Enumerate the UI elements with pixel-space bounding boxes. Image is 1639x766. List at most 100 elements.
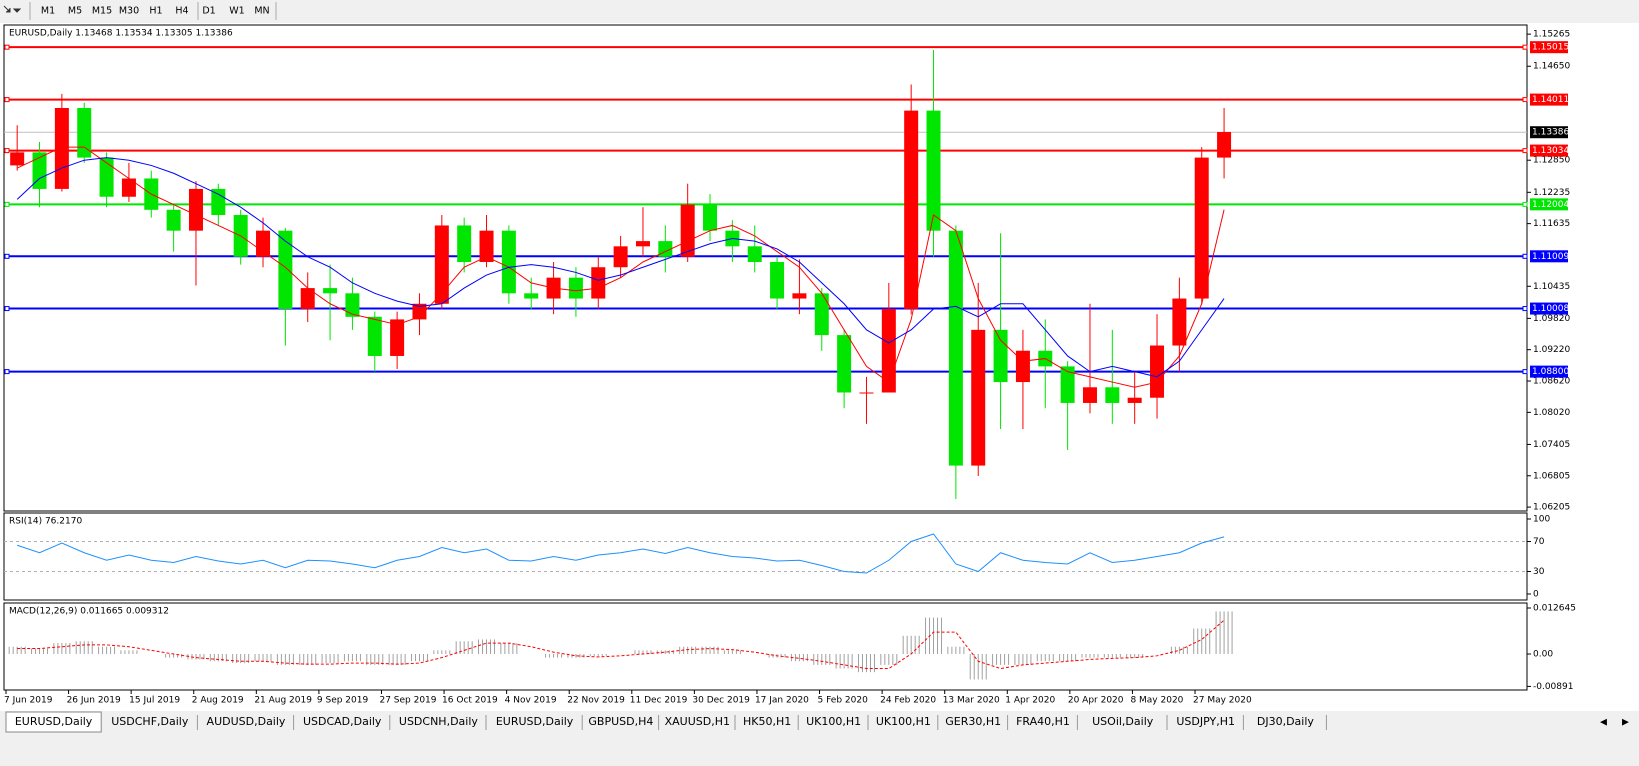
timeframe-bar: M1 M5 M15 M30 H1 H4 D1 W1 MN	[3, 2, 277, 20]
tab-background	[5, 711, 102, 733]
chart-tab[interactable]: HK50,H1	[736, 714, 799, 731]
tab-label[interactable]: HK50,H1	[743, 715, 791, 728]
chart-tab[interactable]: USDJPY,H1	[1168, 714, 1244, 731]
candle-body	[680, 204, 695, 257]
tab-background	[1168, 714, 1244, 731]
level-handle	[4, 306, 10, 312]
tab-label[interactable]: USDCNH,Daily	[399, 715, 479, 728]
macd-signal	[17, 619, 1225, 670]
x-tick-label: 4 Nov 2019	[505, 696, 557, 706]
rsi-line	[17, 533, 1225, 574]
y-tick-label: 30	[1533, 567, 1545, 577]
timeframe-button[interactable]: M30	[119, 6, 139, 17]
tab-background	[102, 714, 198, 731]
tab-background	[736, 714, 799, 731]
candle-body	[412, 303, 427, 320]
candle-body	[770, 261, 785, 299]
candle	[1217, 108, 1232, 179]
tab-label[interactable]: USDCAD,Daily	[303, 715, 382, 728]
chart-tab[interactable]: DJ30,Daily	[1244, 714, 1327, 731]
chart-tab[interactable]: USDCAD,Daily	[294, 714, 391, 731]
candle	[703, 194, 718, 242]
tab-label[interactable]: USOil,Daily	[1092, 715, 1154, 728]
chart-tab[interactable]: UK100,H1	[799, 714, 869, 731]
candle	[278, 228, 293, 346]
candle	[591, 256, 606, 309]
y-tick-label: 1.06805	[1533, 471, 1570, 481]
timeframe-button[interactable]: W1	[229, 6, 244, 17]
tab-label[interactable]: AUDUSD,Daily	[207, 715, 286, 728]
candle-body	[1172, 298, 1187, 346]
cursor-icon[interactable]	[3, 5, 22, 13]
chart-tab[interactable]: XAUUSD,H1	[659, 714, 736, 731]
tab-label[interactable]: USDCHF,Daily	[111, 715, 189, 728]
candle-body	[501, 230, 516, 294]
chart-tab[interactable]: USOil,Daily	[1078, 714, 1168, 731]
timeframe-button[interactable]: H4	[175, 6, 188, 17]
candle-body	[457, 225, 472, 262]
chart-tab[interactable]: UK100,H1	[869, 714, 939, 731]
tab-label[interactable]: EURUSD,Daily	[496, 715, 574, 728]
candle-body	[1015, 350, 1030, 383]
timeframe-button[interactable]: H1	[149, 6, 162, 17]
candle-body	[1082, 387, 1097, 403]
x-tick-label: 16 Oct 2019	[442, 696, 498, 706]
candle	[747, 225, 762, 273]
chart-tab[interactable]: GBPUSD,H4	[583, 714, 660, 731]
tab-label[interactable]: XAUUSD,H1	[665, 715, 730, 728]
candle-body	[323, 288, 338, 294]
candle-body	[904, 110, 919, 309]
candle-body	[479, 230, 494, 262]
tab-label[interactable]: EURUSD,Daily	[15, 715, 93, 728]
level-handle	[1522, 253, 1528, 259]
x-tick-label: 30 Dec 2019	[692, 696, 750, 706]
tab-label[interactable]: USDJPY,H1	[1176, 715, 1235, 728]
candle	[166, 204, 181, 252]
y-tick-label: 0	[1533, 590, 1539, 600]
candle	[323, 264, 338, 341]
candle-body	[54, 108, 69, 189]
timeframe-button[interactable]: M5	[68, 6, 82, 17]
x-tick-label: 27 May 2020	[1193, 696, 1252, 706]
candle-body	[99, 157, 114, 197]
candle	[412, 293, 427, 336]
tab-background	[1008, 714, 1078, 731]
tab-label[interactable]: UK100,H1	[806, 715, 861, 728]
chart-tab[interactable]: USDCHF,Daily	[102, 714, 198, 731]
candle	[837, 329, 852, 409]
level-handle	[1522, 369, 1528, 375]
chart-tab[interactable]: EURUSD,Daily	[5, 711, 102, 733]
tab-background	[390, 714, 486, 731]
tab-label[interactable]: UK100,H1	[876, 715, 931, 728]
price-panel	[3, 24, 1528, 512]
candle	[1150, 314, 1165, 419]
chart-tab[interactable]: AUDUSD,Daily	[198, 714, 295, 731]
candle	[1105, 329, 1120, 424]
y-tick-label: 1.12235	[1533, 188, 1570, 198]
candle-body	[613, 246, 628, 268]
timeframe-button[interactable]: MN	[254, 6, 269, 17]
candle-body	[881, 308, 896, 393]
moving-average	[16, 157, 1225, 378]
tab-label[interactable]: FRA40,H1	[1016, 715, 1070, 728]
candle-body	[1217, 132, 1232, 158]
tab-label[interactable]: GER30,H1	[945, 715, 1001, 728]
tab-label[interactable]: GBPUSD,H4	[588, 715, 653, 728]
tab-label[interactable]: DJ30,Daily	[1257, 715, 1315, 728]
y-tick-label: 1.14650	[1533, 62, 1570, 72]
chart-tab[interactable]: EURUSD,Daily	[487, 714, 583, 731]
timeframe-button[interactable]: M15	[92, 6, 112, 17]
candle	[345, 277, 360, 330]
level-handle	[1522, 44, 1528, 50]
timeframe-button[interactable]: D1	[202, 6, 215, 17]
chart-tab[interactable]: FRA40,H1	[1008, 714, 1078, 731]
scroll-left[interactable]: ◀	[1600, 718, 1607, 728]
timeframe-button[interactable]: M1	[41, 6, 55, 17]
x-tick-label: 2 Aug 2019	[192, 696, 244, 706]
y-tick-label: 1.07405	[1533, 440, 1570, 450]
chart-tab[interactable]: GER30,H1	[938, 714, 1009, 731]
chart-tab[interactable]: USDCNH,Daily	[390, 714, 487, 731]
candle	[211, 183, 226, 226]
scroll-right[interactable]: ▶	[1622, 718, 1629, 728]
